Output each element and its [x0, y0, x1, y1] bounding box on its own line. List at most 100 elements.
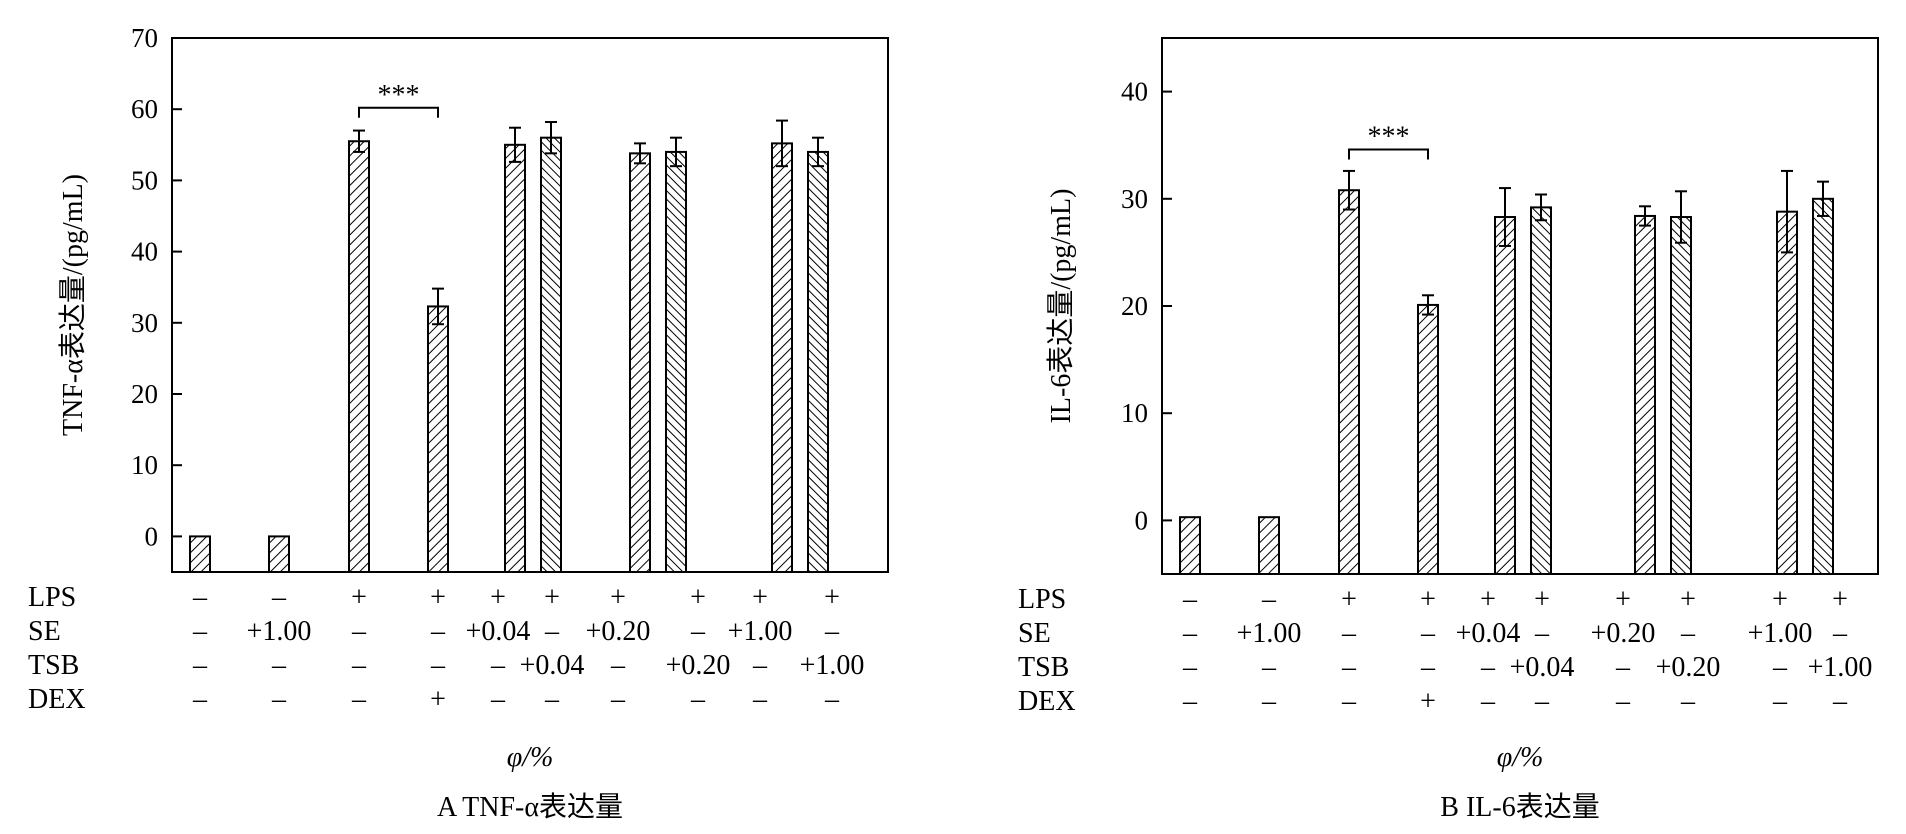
plot-frame — [171, 37, 889, 573]
plot-frame — [1161, 37, 1879, 575]
significance-label: *** — [1368, 121, 1410, 152]
x-axis-label: φ/% — [507, 742, 554, 773]
condition-cell: + — [610, 582, 626, 613]
condition-cell: + — [1420, 584, 1436, 615]
condition-cell: – — [1261, 686, 1277, 717]
condition-cell: +0.04 — [466, 616, 531, 647]
condition-cell: – — [690, 616, 706, 647]
condition-cell: – — [824, 684, 840, 715]
condition-cell: – — [1480, 686, 1496, 717]
bar-tsb-group-6 — [1670, 216, 1692, 576]
condition-cell: – — [351, 650, 367, 681]
condition-cell: – — [271, 684, 287, 715]
condition-cell: – — [1341, 686, 1357, 717]
condition-cell: +1.00 — [1237, 618, 1302, 649]
panel-caption: A TNF-α表达量 — [437, 791, 623, 823]
y-tick-label: 40 — [131, 237, 158, 267]
bar-tsb-group-6 — [665, 150, 687, 573]
x-axis-label: φ/% — [1497, 742, 1544, 773]
condition-cell: + — [1534, 584, 1550, 615]
y-tick-label: 0 — [145, 521, 159, 551]
condition-label-tsb: TSB — [28, 650, 79, 681]
condition-cell: – — [1772, 686, 1788, 717]
y-tick-label: 50 — [131, 165, 158, 195]
condition-cell: – — [1182, 618, 1198, 649]
y-tick-label: 20 — [1121, 291, 1148, 321]
bar-tsb-group-5 — [540, 136, 562, 573]
bar-se-group-5 — [504, 143, 526, 574]
condition-cell: – — [824, 616, 840, 647]
condition-label-lps: LPS — [28, 582, 76, 613]
condition-label-se: SE — [28, 616, 61, 647]
condition-cell: – — [192, 650, 208, 681]
condition-cell: – — [1832, 686, 1848, 717]
bar-se-group-1 — [1179, 516, 1201, 576]
condition-cell: +1.00 — [800, 650, 865, 681]
condition-cell: – — [1534, 618, 1550, 649]
condition-cell: + — [430, 582, 446, 613]
condition-cell: + — [1832, 584, 1848, 615]
bar-se-group-2 — [268, 535, 290, 574]
condition-cell: – — [544, 616, 560, 647]
condition-cell: – — [610, 684, 626, 715]
bar-se-group-4 — [1417, 303, 1439, 575]
condition-cell: – — [1261, 652, 1277, 683]
condition-cell: +1.00 — [1808, 652, 1873, 683]
condition-cell: + — [490, 582, 506, 613]
bar-tsb-group-7 — [807, 150, 829, 573]
condition-cell: – — [1615, 686, 1631, 717]
condition-cell: +0.20 — [666, 650, 731, 681]
condition-label-dex: DEX — [28, 684, 86, 715]
condition-cell: – — [192, 616, 208, 647]
condition-cell: +0.20 — [1591, 618, 1656, 649]
bar-se-group-6 — [1634, 214, 1656, 575]
bar-se-group-2 — [1258, 516, 1280, 576]
condition-cell: +0.04 — [1510, 652, 1575, 683]
condition-label-lps: LPS — [1018, 584, 1066, 615]
condition-cell: – — [1341, 652, 1357, 683]
condition-label-se: SE — [1018, 618, 1051, 649]
condition-cell: – — [1480, 652, 1496, 683]
condition-cell: + — [1615, 584, 1631, 615]
condition-cell: – — [752, 684, 768, 715]
bar-tsb-group-5 — [1530, 206, 1552, 575]
y-tick-label: 0 — [1135, 505, 1149, 535]
condition-cell: +0.04 — [1456, 618, 1521, 649]
condition-cell: – — [1534, 686, 1550, 717]
condition-cell: +0.04 — [520, 650, 585, 681]
condition-cell: + — [351, 582, 367, 613]
condition-cell: +1.00 — [728, 616, 793, 647]
condition-cell: – — [1680, 618, 1696, 649]
bar-se-group-1 — [189, 535, 211, 574]
condition-cell: – — [490, 650, 506, 681]
condition-cell: +0.20 — [586, 616, 651, 647]
condition-cell: – — [690, 684, 706, 715]
condition-cell: – — [490, 684, 506, 715]
y-tick-label: 30 — [1121, 184, 1148, 214]
condition-cell: – — [192, 684, 208, 715]
condition-cell: – — [1772, 652, 1788, 683]
y-tick-label: 40 — [1121, 77, 1148, 107]
condition-cell: – — [610, 650, 626, 681]
condition-cell: – — [1182, 584, 1198, 615]
condition-cell: + — [430, 684, 446, 715]
bar-se-group-5 — [1494, 216, 1516, 576]
condition-cell: – — [1615, 652, 1631, 683]
condition-cell: – — [1182, 652, 1198, 683]
bar-se-group-3 — [348, 140, 370, 574]
condition-cell: +0.20 — [1656, 652, 1721, 683]
condition-cell: – — [1341, 618, 1357, 649]
y-tick-label: 10 — [131, 450, 158, 480]
condition-cell: + — [1772, 584, 1788, 615]
bar-se-group-7 — [771, 142, 793, 573]
condition-cell: + — [1341, 584, 1357, 615]
condition-cell: + — [690, 582, 706, 613]
panel-caption: B IL-6表达量 — [1440, 791, 1599, 823]
condition-cell: – — [1420, 652, 1436, 683]
condition-cell: – — [1680, 686, 1696, 717]
y-tick-label: 20 — [131, 379, 158, 409]
significance-bracket — [358, 106, 439, 118]
condition-cell: – — [1182, 686, 1198, 717]
condition-cell: – — [430, 650, 446, 681]
